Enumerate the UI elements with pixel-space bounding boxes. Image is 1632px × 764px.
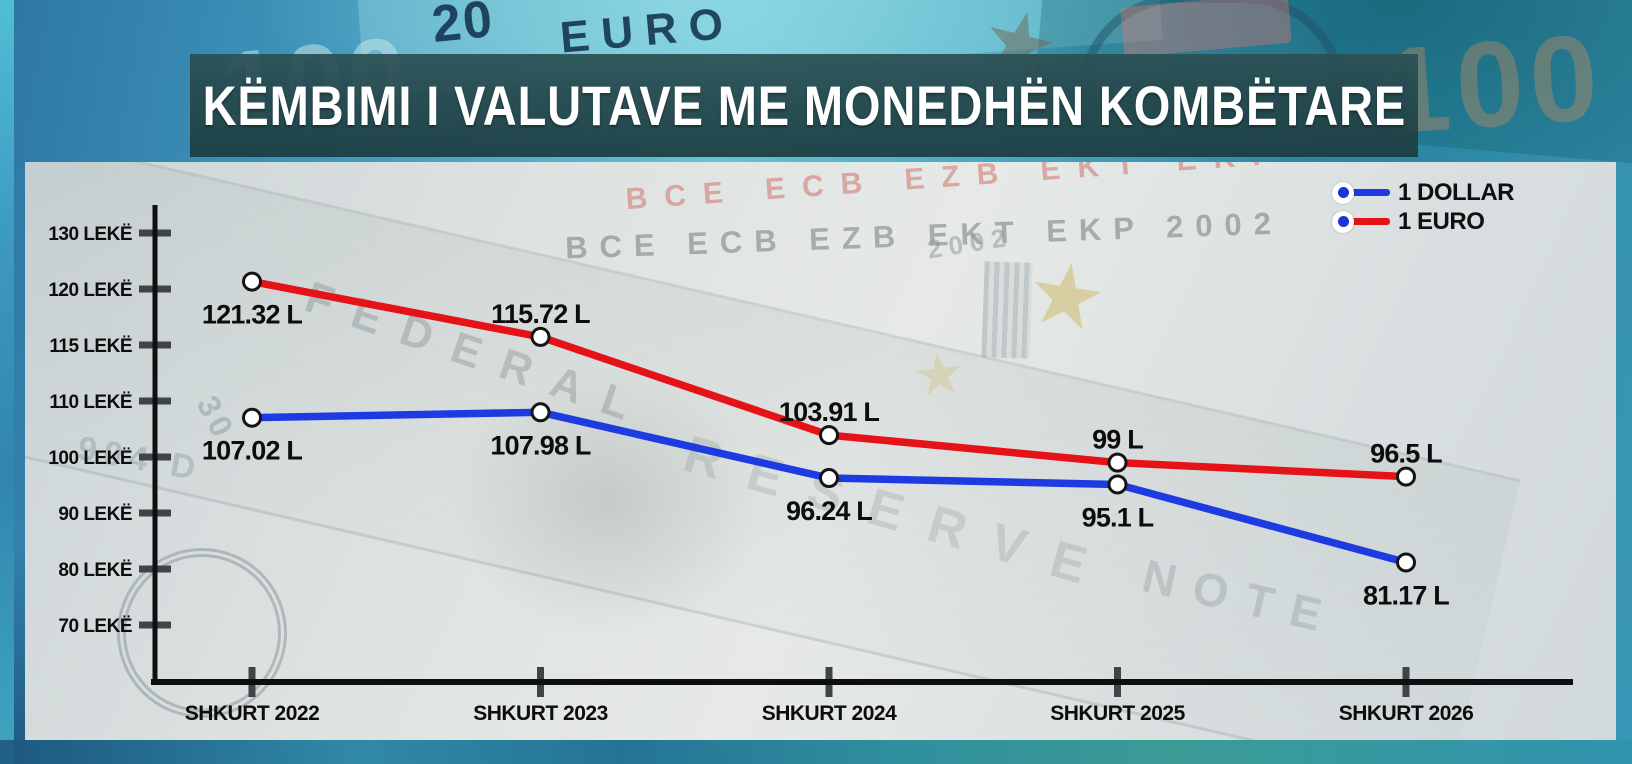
legend-item-euro: 1 EURO [1332, 207, 1514, 236]
ecb-watermark-gray: BCE ECB EZB EKT EKP 2002 [564, 205, 1284, 266]
eu-star-watermark-icon: ★ [1019, 240, 1114, 351]
legend-label-euro: 1 EURO [1398, 207, 1485, 235]
eu-star-watermark-icon-small: ★ [909, 339, 969, 410]
legend-item-dollar: 1 DOLLAR [1332, 178, 1515, 207]
banknote-20-text: 20 [429, 0, 497, 55]
legend-dot-icon [1337, 187, 1349, 198]
legend-marker-euro [1332, 210, 1354, 233]
chart-panel: BCE ECB EZB EKT EKP BCE ECB EZB EKT EKP … [25, 162, 1616, 740]
legend-label-dollar: 1 DOLLAR [1398, 178, 1515, 206]
left-edge-highlight [0, 0, 14, 764]
legend-dot-icon [1337, 216, 1349, 227]
legend-marker-dollar [1332, 181, 1354, 204]
legend-line-euro-icon [1348, 218, 1390, 225]
bottom-collage-strip [0, 740, 1632, 764]
legend-line-dollar-icon [1348, 189, 1390, 196]
chart-legend: 1 DOLLAR 1 EURO [1332, 178, 1515, 236]
title-bar: KËMBIMI I VALUTAVE ME MONEDHËN KOMBËTARE [190, 54, 1418, 157]
federal-seal-watermark [117, 548, 287, 718]
page-title: KËMBIMI I VALUTAVE ME MONEDHËN KOMBËTARE [202, 74, 1406, 137]
